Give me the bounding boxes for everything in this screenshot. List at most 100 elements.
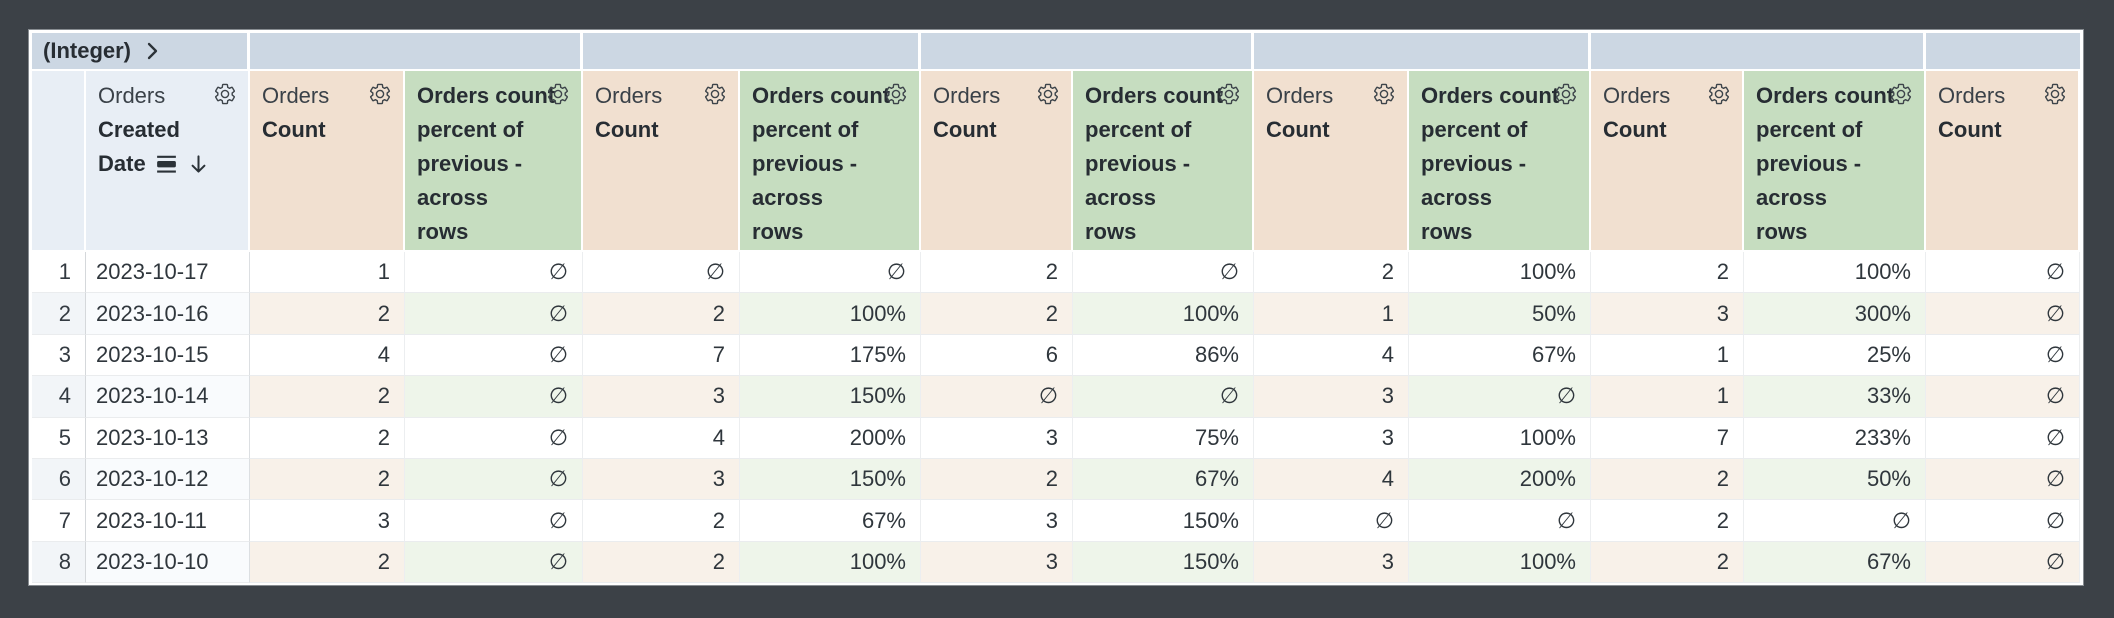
count-value-cell[interactable]: 3: [1254, 417, 1409, 459]
percent-value-cell[interactable]: ∅: [405, 541, 583, 584]
column-header-percent-of-previous[interactable]: Orders count percent of previous - across ro…: [1744, 71, 1926, 252]
percent-value-cell[interactable]: 150%: [740, 376, 921, 418]
count-value-cell[interactable]: 1: [1591, 334, 1744, 377]
percent-value-cell[interactable]: 100%: [1409, 417, 1591, 459]
column-header-orders-count[interactable]: Orders Count: [1254, 71, 1409, 252]
count-value-cell[interactable]: 1: [250, 252, 405, 294]
pivot-field-cell[interactable]: (Integer): [32, 33, 250, 71]
percent-value-cell[interactable]: ∅: [405, 376, 583, 418]
count-value-cell[interactable]: 2: [583, 293, 740, 335]
count-value-cell[interactable]: 2: [250, 417, 405, 459]
count-value-cell[interactable]: 3: [250, 500, 405, 542]
percent-value-cell[interactable]: 100%: [740, 293, 921, 335]
count-value-cell[interactable]: 3: [1254, 541, 1409, 584]
column-header-orders-count[interactable]: Orders Count: [1591, 71, 1744, 252]
pivot-value-cell[interactable]: [921, 33, 1254, 71]
percent-value-cell[interactable]: 33%: [1744, 376, 1926, 418]
count-value-cell[interactable]: 4: [1254, 334, 1409, 377]
column-header-percent-of-previous[interactable]: Orders count percent of previous - across ro…: [1409, 71, 1591, 252]
gear-icon[interactable]: [1372, 82, 1396, 106]
percent-value-cell[interactable]: 150%: [740, 458, 921, 501]
pivot-value-cell[interactable]: [1926, 33, 2080, 71]
percent-value-cell[interactable]: 75%: [1073, 417, 1254, 459]
date-cell[interactable]: 2023-10-13: [86, 417, 250, 459]
percent-value-cell[interactable]: 67%: [1409, 334, 1591, 377]
count-value-cell[interactable]: 1: [1254, 293, 1409, 335]
count-value-cell[interactable]: 4: [583, 417, 740, 459]
count-value-cell[interactable]: ∅: [1926, 500, 2080, 542]
percent-value-cell[interactable]: 175%: [740, 334, 921, 377]
count-value-cell[interactable]: 2: [921, 458, 1073, 501]
percent-value-cell[interactable]: ∅: [1744, 500, 1926, 542]
percent-value-cell[interactable]: 200%: [1409, 458, 1591, 501]
percent-value-cell[interactable]: 67%: [1073, 458, 1254, 501]
percent-value-cell[interactable]: 50%: [1409, 293, 1591, 335]
date-cell[interactable]: 2023-10-17: [86, 252, 250, 294]
date-cell[interactable]: 2023-10-14: [86, 376, 250, 418]
date-cell[interactable]: 2023-10-16: [86, 293, 250, 335]
percent-value-cell[interactable]: ∅: [740, 252, 921, 294]
pivot-value-cell[interactable]: [1254, 33, 1591, 71]
count-value-cell[interactable]: ∅: [1254, 500, 1409, 542]
count-value-cell[interactable]: ∅: [921, 376, 1073, 418]
gear-icon[interactable]: [884, 82, 908, 106]
percent-value-cell[interactable]: 100%: [740, 541, 921, 584]
count-value-cell[interactable]: 2: [1254, 252, 1409, 294]
count-value-cell[interactable]: 3: [921, 500, 1073, 542]
count-value-cell[interactable]: ∅: [1926, 293, 2080, 335]
date-cell[interactable]: 2023-10-10: [86, 541, 250, 584]
count-value-cell[interactable]: 3: [1591, 293, 1744, 335]
count-value-cell[interactable]: 3: [921, 417, 1073, 459]
percent-value-cell[interactable]: 100%: [1409, 252, 1591, 294]
gear-icon[interactable]: [1217, 82, 1241, 106]
column-header-orders-count[interactable]: Orders Count: [250, 71, 405, 252]
column-header-percent-of-previous[interactable]: Orders count percent of previous - across ro…: [1073, 71, 1254, 252]
percent-value-cell[interactable]: 67%: [740, 500, 921, 542]
count-value-cell[interactable]: 3: [583, 376, 740, 418]
percent-value-cell[interactable]: ∅: [405, 293, 583, 335]
gear-icon[interactable]: [703, 82, 727, 106]
count-value-cell[interactable]: 2: [1591, 500, 1744, 542]
percent-value-cell[interactable]: 86%: [1073, 334, 1254, 377]
count-value-cell[interactable]: 2: [921, 293, 1073, 335]
gear-icon[interactable]: [1554, 82, 1578, 106]
count-value-cell[interactable]: 2: [921, 252, 1073, 294]
column-header-orders-count[interactable]: Orders Count: [583, 71, 740, 252]
percent-value-cell[interactable]: 100%: [1073, 293, 1254, 335]
percent-value-cell[interactable]: ∅: [1073, 252, 1254, 294]
count-value-cell[interactable]: 2: [250, 293, 405, 335]
count-value-cell[interactable]: 4: [250, 334, 405, 377]
percent-value-cell[interactable]: 50%: [1744, 458, 1926, 501]
count-value-cell[interactable]: 4: [1254, 458, 1409, 501]
percent-value-cell[interactable]: 100%: [1744, 252, 1926, 294]
chevron-right-icon[interactable]: [140, 39, 164, 63]
date-cell[interactable]: 2023-10-11: [86, 500, 250, 542]
count-value-cell[interactable]: ∅: [1926, 417, 2080, 459]
percent-value-cell[interactable]: 300%: [1744, 293, 1926, 335]
count-value-cell[interactable]: 2: [250, 458, 405, 501]
column-header-percent-of-previous[interactable]: Orders count percent of previous - across ro…: [405, 71, 583, 252]
count-value-cell[interactable]: 2: [583, 500, 740, 542]
count-value-cell[interactable]: 3: [1254, 376, 1409, 418]
pivot-value-cell[interactable]: [250, 33, 583, 71]
count-value-cell[interactable]: 2: [1591, 252, 1744, 294]
percent-value-cell[interactable]: ∅: [405, 458, 583, 501]
count-value-cell[interactable]: 3: [921, 541, 1073, 584]
percent-value-cell[interactable]: 200%: [740, 417, 921, 459]
percent-value-cell[interactable]: ∅: [405, 334, 583, 377]
count-value-cell[interactable]: ∅: [1926, 252, 2080, 294]
count-value-cell[interactable]: 2: [250, 541, 405, 584]
percent-value-cell[interactable]: ∅: [405, 500, 583, 542]
column-header-orders-created-date[interactable]: Orders Created Date: [86, 71, 250, 252]
percent-value-cell[interactable]: ∅: [405, 417, 583, 459]
count-value-cell[interactable]: 2: [250, 376, 405, 418]
gear-icon[interactable]: [546, 82, 570, 106]
percent-value-cell[interactable]: ∅: [1073, 376, 1254, 418]
count-value-cell[interactable]: ∅: [1926, 376, 2080, 418]
percent-value-cell[interactable]: ∅: [1409, 500, 1591, 542]
gear-icon[interactable]: [1707, 82, 1731, 106]
percent-value-cell[interactable]: 25%: [1744, 334, 1926, 377]
count-value-cell[interactable]: 3: [583, 458, 740, 501]
count-value-cell[interactable]: ∅: [1926, 334, 2080, 377]
gear-icon[interactable]: [368, 82, 392, 106]
